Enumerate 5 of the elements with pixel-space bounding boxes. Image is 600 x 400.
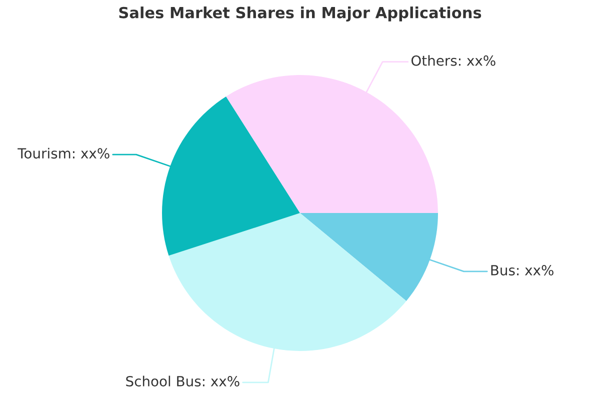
slice-label: Bus: xx% [491, 264, 554, 276]
slice-label: Others: xx% [411, 55, 496, 66]
slice-label: School Bus: xx% [126, 376, 240, 386]
slice-label: Tourism: xx% [18, 148, 110, 159]
chart-title: Sales Market Shares in Major Applications [119, 6, 482, 22]
